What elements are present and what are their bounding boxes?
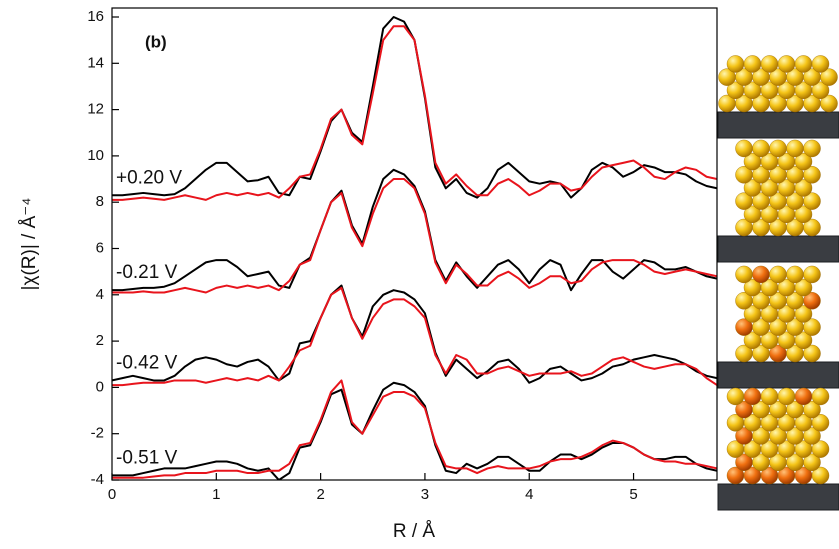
y-tick-label: 10 (87, 147, 104, 164)
atom (786, 265, 804, 284)
atom (803, 192, 821, 210)
atom (769, 139, 787, 158)
y-tick-label: 4 (96, 286, 104, 303)
x-tick-label: 1 (212, 486, 220, 503)
potential-label: -0.21 V (116, 262, 178, 283)
data-line (112, 284, 717, 384)
atom (735, 265, 753, 284)
substrate (717, 483, 839, 511)
y-tick-label: 2 (96, 332, 104, 349)
plot-frame (111, 7, 718, 481)
atom (803, 318, 821, 336)
atom (743, 387, 762, 406)
x-tick-label: 4 (525, 486, 533, 503)
y-tick-label: 16 (87, 8, 104, 25)
atom (803, 400, 821, 419)
atom (735, 139, 753, 158)
atom (794, 179, 813, 197)
data-line (112, 381, 717, 480)
panel-label: (b) (145, 32, 167, 51)
potential-label: +0.20 V (116, 167, 182, 188)
atom (777, 55, 796, 73)
atom (803, 166, 821, 184)
atom (820, 68, 838, 86)
atom (820, 94, 838, 113)
atom (811, 440, 830, 458)
y-tick-label: -4 (91, 471, 104, 488)
atom (794, 278, 813, 297)
atom (726, 55, 745, 73)
data-line (112, 379, 717, 479)
atom (803, 344, 821, 363)
y-tick-label: 14 (87, 54, 104, 71)
atom (803, 218, 821, 237)
atom (803, 139, 821, 158)
data-line (112, 25, 717, 201)
x-tick-label: 5 (629, 486, 637, 503)
atom (752, 265, 770, 284)
potential-label: -0.51 V (116, 447, 178, 468)
atom (794, 305, 813, 323)
atom (811, 81, 830, 100)
y-tick-label: 6 (96, 239, 104, 256)
substrate (717, 111, 839, 139)
y-axis-label: |χ(R)| / Å⁻⁴ (19, 198, 40, 291)
atom (726, 387, 745, 406)
atom (777, 387, 796, 406)
data-line (112, 286, 717, 387)
atom (743, 55, 762, 73)
y-tick-label: 8 (96, 193, 104, 210)
atom (803, 292, 821, 310)
atom (811, 55, 830, 73)
atom (811, 414, 830, 432)
atom (803, 265, 821, 284)
atom (811, 387, 830, 406)
data-line (112, 168, 717, 292)
atom (794, 331, 813, 350)
atom (794, 387, 813, 406)
atom (760, 387, 779, 406)
substrate (717, 235, 839, 263)
atom (794, 152, 813, 171)
x-tick-label: 0 (108, 486, 116, 503)
y-tick-label: -2 (91, 425, 104, 442)
atom (794, 55, 813, 73)
atom (760, 55, 779, 73)
substrate (717, 361, 839, 389)
y-tick-label: 0 (96, 378, 104, 395)
atom (803, 453, 821, 472)
y-tick-label: 12 (87, 101, 104, 118)
data-line (112, 178, 717, 294)
x-tick-label: 3 (421, 486, 429, 503)
atom (803, 427, 821, 445)
potential-label: -0.42 V (116, 352, 178, 373)
atom (752, 139, 770, 158)
atom (786, 139, 804, 158)
atom (794, 205, 813, 224)
atom (811, 466, 830, 485)
atom (769, 265, 787, 284)
nanoparticle-illustrations (717, 55, 839, 511)
x-tick-label: 2 (316, 486, 324, 503)
plot-area (112, 16, 717, 480)
x-axis-label: R / Å (393, 521, 436, 542)
